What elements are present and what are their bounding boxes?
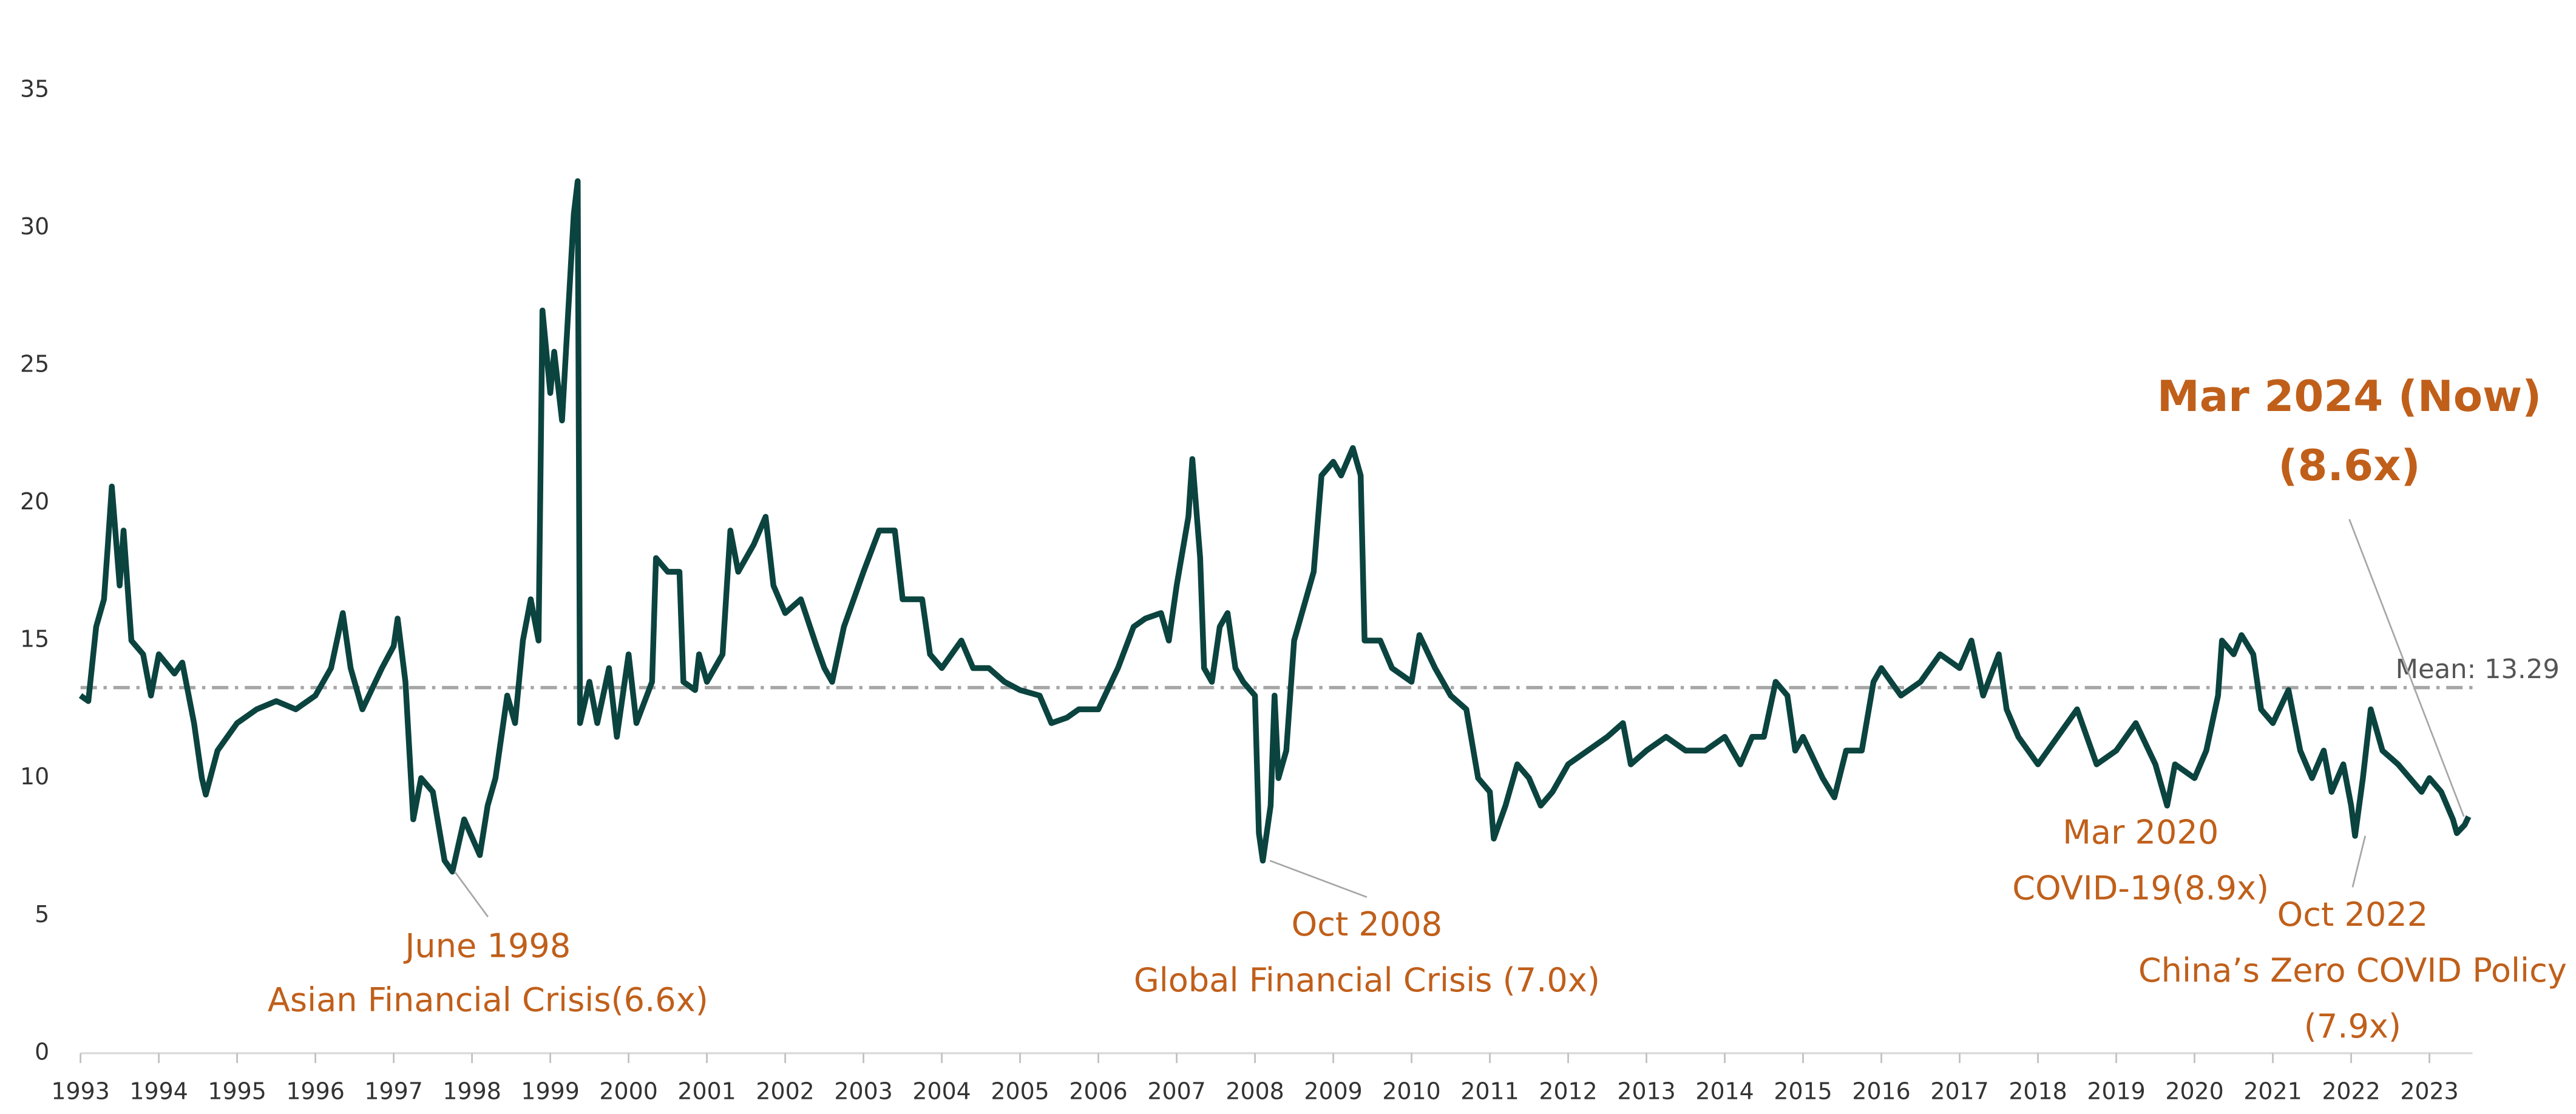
x-tick-label: 2019 (2087, 1078, 2145, 1104)
y-tick-label: 15 (20, 626, 49, 653)
y-tick-label: 35 (20, 75, 49, 102)
x-tick-label: 1996 (286, 1078, 344, 1104)
annotation-text: (8.6x) (2278, 441, 2420, 491)
x-tick-label: 2007 (1147, 1078, 1205, 1104)
annotation-text: Oct 2008 (1292, 905, 1443, 943)
annotation-text: COVID-19(8.9x) (2012, 869, 2269, 908)
annotation-text: Mar 2024 (Now) (2157, 372, 2542, 421)
x-tick-label: 2000 (599, 1078, 657, 1104)
x-tick-label: 2021 (2243, 1078, 2302, 1104)
x-tick-label: 1999 (521, 1078, 579, 1104)
x-tick-label: 1995 (208, 1078, 266, 1104)
x-tick-label: 2005 (991, 1078, 1049, 1104)
y-tick-label: 20 (20, 488, 49, 515)
x-tick-label: 2010 (1382, 1078, 1440, 1104)
annotation-text: Global Financial Crisis (7.0x) (1134, 961, 1600, 999)
annotation-text: China’s Zero COVID Policy (2138, 951, 2567, 990)
x-tick-label: 2001 (677, 1078, 736, 1104)
x-tick-label: 2009 (1304, 1078, 1362, 1104)
x-tick-label: 2022 (2322, 1078, 2380, 1104)
x-tick-label: 1997 (364, 1078, 422, 1104)
x-tick-label: 2008 (1225, 1078, 1284, 1104)
x-tick-label: 2011 (1460, 1078, 1519, 1104)
x-tick-label: 2014 (1695, 1078, 1754, 1104)
annotation-text: Asian Financial Crisis(6.6x) (268, 981, 708, 1019)
annotation-leader (1269, 860, 1368, 898)
annotation-leader (454, 871, 489, 918)
y-tick-label: 0 (35, 1038, 49, 1065)
x-tick-label: 2013 (1617, 1078, 1675, 1104)
x-tick-label: 2012 (1539, 1078, 1597, 1104)
x-tick-label: 1993 (51, 1078, 109, 1104)
annotation-leader (2348, 518, 2465, 817)
y-tick-label: 5 (35, 901, 49, 928)
x-tick-label: 2016 (1852, 1078, 1910, 1104)
y-tick-label: 25 (20, 351, 49, 378)
x-tick-label: 2017 (1930, 1078, 1988, 1104)
y-tick-label: 30 (20, 213, 49, 240)
annotation-text: June 1998 (403, 926, 571, 965)
x-tick-label: 2015 (1774, 1078, 1832, 1104)
annotation-leader (2351, 835, 2367, 888)
x-tick-label: 2018 (2008, 1078, 2067, 1104)
series-line (78, 178, 2472, 875)
annotation-text: (7.9x) (2304, 1007, 2401, 1045)
x-tick-label: 2003 (834, 1078, 892, 1104)
x-tick-label: 2020 (2165, 1078, 2223, 1104)
x-tick-label: 2002 (756, 1078, 814, 1104)
x-tick-label: 2006 (1069, 1078, 1127, 1104)
x-tick-label: 1998 (442, 1078, 501, 1104)
mean-label: Mean: 13.29 (2396, 654, 2560, 685)
annotation-text: Mar 2020 (2062, 813, 2218, 852)
x-tick-label: 2004 (912, 1078, 971, 1104)
y-tick-label: 10 (20, 763, 49, 790)
x-tick-label: 2023 (2400, 1078, 2458, 1104)
x-tick-label: 1994 (129, 1078, 188, 1104)
annotation-text: Oct 2022 (2277, 895, 2429, 934)
